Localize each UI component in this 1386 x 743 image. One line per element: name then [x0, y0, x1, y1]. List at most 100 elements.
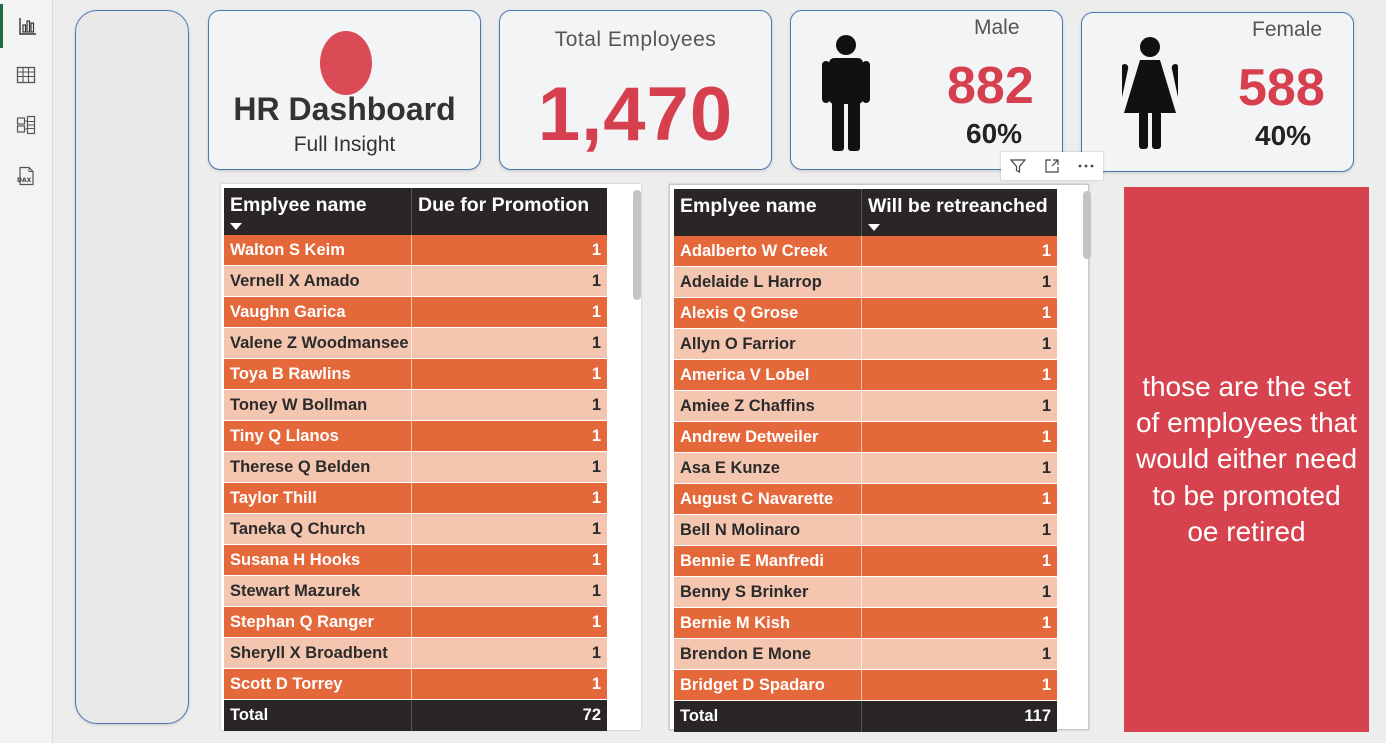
vertical-scrollbar[interactable]: [1083, 189, 1091, 729]
value-cell: 1: [1041, 645, 1051, 663]
value-cell: 1: [1041, 521, 1051, 539]
visual-header-toolbar: [1001, 152, 1103, 180]
dax-icon: DAX: [17, 166, 34, 186]
male-card[interactable]: Male 882 60%: [790, 10, 1063, 170]
filter-button[interactable]: [1001, 152, 1035, 180]
male-percent: 60%: [966, 118, 1023, 149]
dax-label: DAX: [17, 177, 32, 184]
table-row[interactable]: Stewart Mazurek 1: [224, 576, 607, 607]
value-cell: 1: [1041, 459, 1051, 477]
table-row[interactable]: Adelaide L Harrop 1: [674, 267, 1057, 298]
employee-name-cell: Amiee Z Chaffins: [674, 391, 862, 421]
table-row[interactable]: Toney W Bollman 1: [224, 390, 607, 421]
table-row[interactable]: America V Lobel 1: [674, 360, 1057, 391]
dashboard-subtitle: Full Insight: [293, 133, 396, 156]
column-header-label: Will be retreanched: [868, 195, 1048, 217]
value-cell: 1: [1041, 366, 1051, 384]
table-row[interactable]: Walton S Keim 1: [224, 235, 607, 266]
value-cell: 1: [591, 644, 601, 662]
total-employees-value: 1,470: [537, 72, 734, 157]
table-row[interactable]: Toya B Rawlins 1: [224, 359, 607, 390]
value-cell: 1: [591, 613, 601, 631]
value-cell: 1: [591, 489, 601, 507]
vertical-scrollbar[interactable]: [633, 188, 641, 728]
logo-dot: [320, 31, 372, 95]
employee-name-cell: Susana H Hooks: [224, 545, 412, 575]
sort-descending-icon[interactable]: [230, 223, 242, 230]
employee-name-cell: America V Lobel: [674, 360, 862, 390]
more-options-icon: [1078, 164, 1094, 168]
table-row[interactable]: Andrew Detweiler 1: [674, 422, 1057, 453]
column-header-due-for-promotion[interactable]: Due for Promotion: [412, 188, 607, 235]
employee-name-cell: Bell N Molinaro: [674, 515, 862, 545]
table-row[interactable]: Vaughn Garica 1: [224, 297, 607, 328]
focus-mode-button[interactable]: [1035, 152, 1069, 180]
employee-name-cell: Taneka Q Church: [224, 514, 412, 544]
table-row[interactable]: Benny S Brinker 1: [674, 577, 1057, 608]
employee-name-cell: Walton S Keim: [224, 235, 412, 265]
scrollbar-thumb[interactable]: [1083, 191, 1091, 259]
column-header-employee-name[interactable]: Emplyee name: [224, 188, 412, 235]
filter-icon: [1009, 159, 1027, 173]
title-card[interactable]: HR Dashboard Full Insight: [208, 10, 481, 170]
table-row[interactable]: Sheryll X Broadbent 1: [224, 638, 607, 669]
table-row[interactable]: Tiny Q Llanos 1: [224, 421, 607, 452]
table-row[interactable]: Bridget D Spadaro 1: [674, 670, 1057, 701]
table-view-button[interactable]: [0, 53, 52, 97]
value-cell: 1: [1041, 552, 1051, 570]
note-panel: those are the set of employees that woul…: [1124, 187, 1369, 732]
table-row[interactable]: Adalberto W Creek 1: [674, 236, 1057, 267]
table-row[interactable]: Valene Z Woodmansee 1: [224, 328, 607, 359]
total-value: 117: [1024, 707, 1051, 725]
employee-name-cell: August C Navarette: [674, 484, 862, 514]
table-row[interactable]: Bell N Molinaro 1: [674, 515, 1057, 546]
table-row[interactable]: Taylor Thill 1: [224, 483, 607, 514]
employee-name-cell: Adelaide L Harrop: [674, 267, 862, 297]
table-row[interactable]: Vernell X Amado 1: [224, 266, 607, 297]
column-header-will-be-retrenched[interactable]: Will be retreanched: [862, 189, 1057, 236]
table-row[interactable]: Brendon E Mone 1: [674, 639, 1057, 670]
employee-name-cell: Therese Q Belden: [224, 452, 412, 482]
table-row[interactable]: Taneka Q Church 1: [224, 514, 607, 545]
side-panel: [75, 10, 189, 724]
value-cell: 1: [1041, 304, 1051, 322]
employee-name-cell: Benny S Brinker: [674, 577, 862, 607]
table-row[interactable]: Susana H Hooks 1: [224, 545, 607, 576]
total-employees-card[interactable]: Total Employees 1,470: [499, 10, 772, 170]
employee-name-cell: Stewart Mazurek: [224, 576, 412, 606]
table-row[interactable]: Amiee Z Chaffins 1: [674, 391, 1057, 422]
employee-name-cell: Andrew Detweiler: [674, 422, 862, 452]
dashboard-title: HR Dashboard: [233, 91, 456, 127]
value-cell: 1: [1041, 335, 1051, 353]
male-count: 882: [947, 57, 1034, 115]
dax-query-view-button[interactable]: DAX: [0, 154, 52, 198]
table-row[interactable]: August C Navarette 1: [674, 484, 1057, 515]
employee-name-cell: Stephan Q Ranger: [224, 607, 412, 637]
employee-name-cell: Scott D Torrey: [224, 669, 412, 699]
table-row[interactable]: Therese Q Belden 1: [224, 452, 607, 483]
table-row[interactable]: Bennie E Manfredi 1: [674, 546, 1057, 577]
value-cell: 1: [591, 551, 601, 569]
more-options-button[interactable]: [1069, 152, 1103, 180]
column-header-employee-name[interactable]: Emplyee name: [674, 189, 862, 236]
table-row[interactable]: Bernie M Kish 1: [674, 608, 1057, 639]
report-view-button[interactable]: [0, 4, 52, 48]
column-header-label: Emplyee name: [230, 194, 367, 216]
female-card[interactable]: Female 588 40%: [1081, 12, 1354, 172]
table-row[interactable]: Scott D Torrey 1: [224, 669, 607, 700]
table-row[interactable]: Allyn O Farrior 1: [674, 329, 1057, 360]
value-cell: 1: [1041, 273, 1051, 291]
table-row[interactable]: Asa E Kunze 1: [674, 453, 1057, 484]
promotion-table[interactable]: Emplyee name Due for Promotion Walton S …: [221, 184, 641, 731]
value-cell: 1: [1041, 676, 1051, 694]
value-cell: 1: [591, 396, 601, 414]
scrollbar-thumb[interactable]: [633, 190, 641, 300]
retrenchment-table[interactable]: Emplyee name Will be retreanched Adalber…: [669, 184, 1091, 732]
sort-descending-icon[interactable]: [868, 224, 880, 231]
female-label: Female: [1252, 18, 1323, 41]
table-row[interactable]: Alexis Q Grose 1: [674, 298, 1057, 329]
employee-name-cell: Brendon E Mone: [674, 639, 862, 669]
table-row[interactable]: Stephan Q Ranger 1: [224, 607, 607, 638]
male-person-icon: [822, 35, 870, 151]
model-view-button[interactable]: [0, 103, 52, 147]
